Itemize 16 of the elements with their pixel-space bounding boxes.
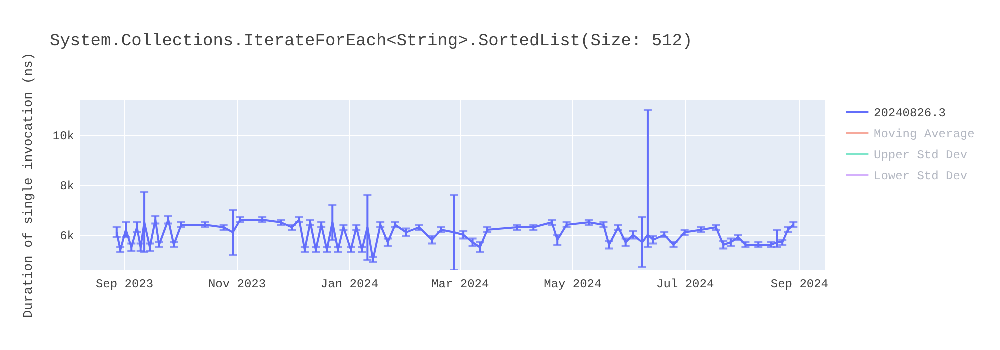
legend-label: Lower Std Dev	[874, 170, 968, 184]
legend-label: Upper Std Dev	[874, 148, 968, 162]
legend-label: 20240826.3	[874, 106, 946, 120]
legend-label: Moving Average	[874, 128, 975, 142]
y-tick-label: 8k	[60, 180, 74, 194]
x-tick-label: Jul 2024	[656, 278, 714, 292]
y-tick-label: 6k	[60, 230, 74, 244]
x-tick-label: Jan 2024	[320, 278, 379, 292]
y-axis-title: Duration of single invocation (ns)	[20, 52, 36, 318]
chart-title: System.Collections.IterateForEach<String>.SortedList(Size: 512)	[50, 32, 693, 52]
y-tick-label: 10k	[52, 130, 74, 144]
x-tick-label: Sep 2023	[96, 278, 154, 292]
x-tick-label: Sep 2024	[770, 278, 828, 292]
x-tick-label: Nov 2023	[208, 278, 266, 292]
x-tick-label: Mar 2024	[432, 278, 490, 292]
x-tick-label: May 2024	[544, 278, 602, 292]
